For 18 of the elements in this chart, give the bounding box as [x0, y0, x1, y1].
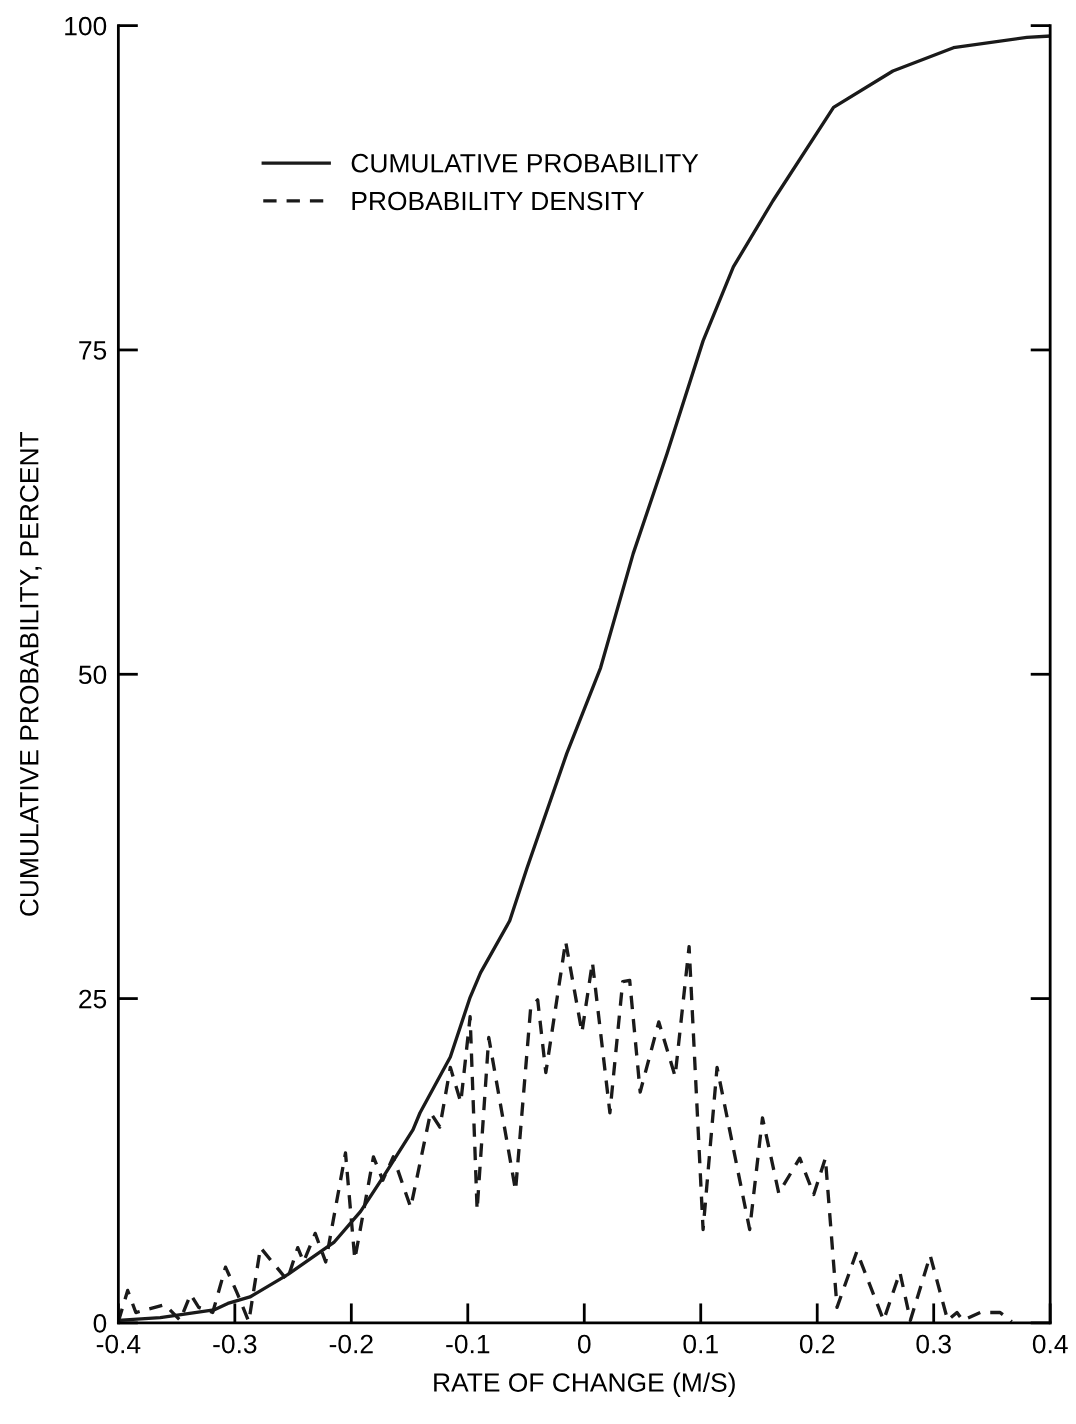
x-tick-label: 0.3	[916, 1334, 951, 1354]
x-tick-label: -0.1	[446, 1334, 490, 1354]
x-tick-label: -0.4	[96, 1334, 141, 1354]
x-tick-label: -0.3	[213, 1334, 257, 1354]
x-tick-label: 0.2	[799, 1334, 835, 1354]
y-tick-label: 75	[79, 341, 107, 360]
x-axis-title: RATE OF CHANGE (M/S)	[434, 1372, 735, 1398]
x-tick-label: 0	[577, 1334, 591, 1354]
x-tick-label: -0.2	[329, 1334, 373, 1354]
y-tick-label: 25	[79, 989, 107, 1009]
x-tick-label: 0.1	[683, 1334, 718, 1354]
y-axis-title: CUMULATIVE PROBABILITY, PERCENT	[19, 431, 42, 916]
y-tick-label: 0	[93, 1314, 107, 1333]
legend-label: CUMULATIVE PROBABILITY	[351, 153, 699, 173]
y-tick-label: 100	[65, 16, 107, 36]
legend-label: PROBABILITY DENSITY	[352, 191, 645, 211]
y-tick-label: 50	[78, 665, 107, 685]
x-tick-label: 0.4	[1032, 1334, 1068, 1354]
